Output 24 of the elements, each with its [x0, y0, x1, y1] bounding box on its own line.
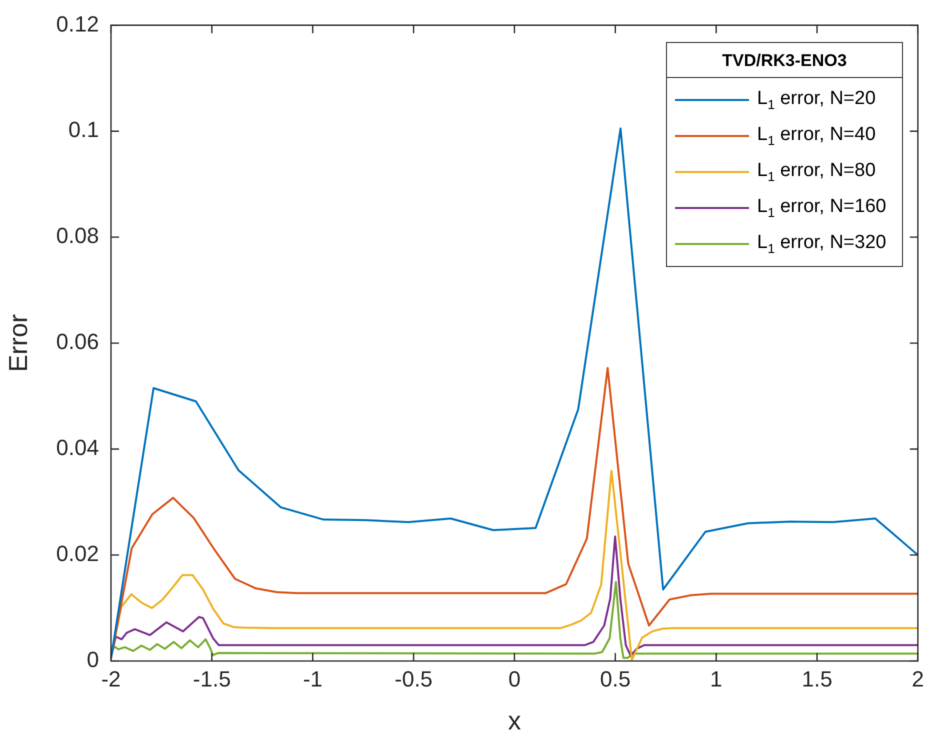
x-tick-label: 0.5 [600, 666, 631, 692]
legend-title: TVD/RK3-ENO3 [721, 50, 848, 72]
y-tick-label: 0.1 [68, 117, 99, 142]
y-tick-label: 0.04 [56, 435, 99, 460]
x-tick-label: 0 [508, 666, 521, 692]
y-tick-label: 0.06 [56, 329, 99, 354]
x-tick-label: -1 [302, 666, 322, 692]
legend-label: L$_{1}$ error, N=20 [757, 88, 876, 112]
x-tick-label: -1.5 [192, 666, 231, 692]
x-tick-label: 1 [710, 666, 722, 692]
y-tick-label: 0.08 [56, 223, 99, 248]
legend-label: L$_{1}$ error, N=160 [757, 196, 886, 220]
legend-label: L$_{1}$ error, N=80 [757, 160, 876, 184]
x-axis-title: x [508, 706, 521, 736]
y-axis-title: Error [2, 314, 33, 372]
y-tick-label: 0 [86, 647, 99, 672]
x-tick-label: 1.5 [802, 666, 832, 692]
y-tick-label: 0.02 [56, 541, 99, 566]
x-tick-label: -0.5 [394, 666, 433, 692]
x-tick-label: -2 [101, 666, 121, 692]
legend-label: L$_{1}$ error, N=40 [757, 124, 876, 148]
legend-label: L$_{1}$ error, N=320 [757, 232, 886, 256]
x-tick-label: 2 [912, 666, 924, 692]
y-tick-label: 0.12 [56, 11, 99, 36]
